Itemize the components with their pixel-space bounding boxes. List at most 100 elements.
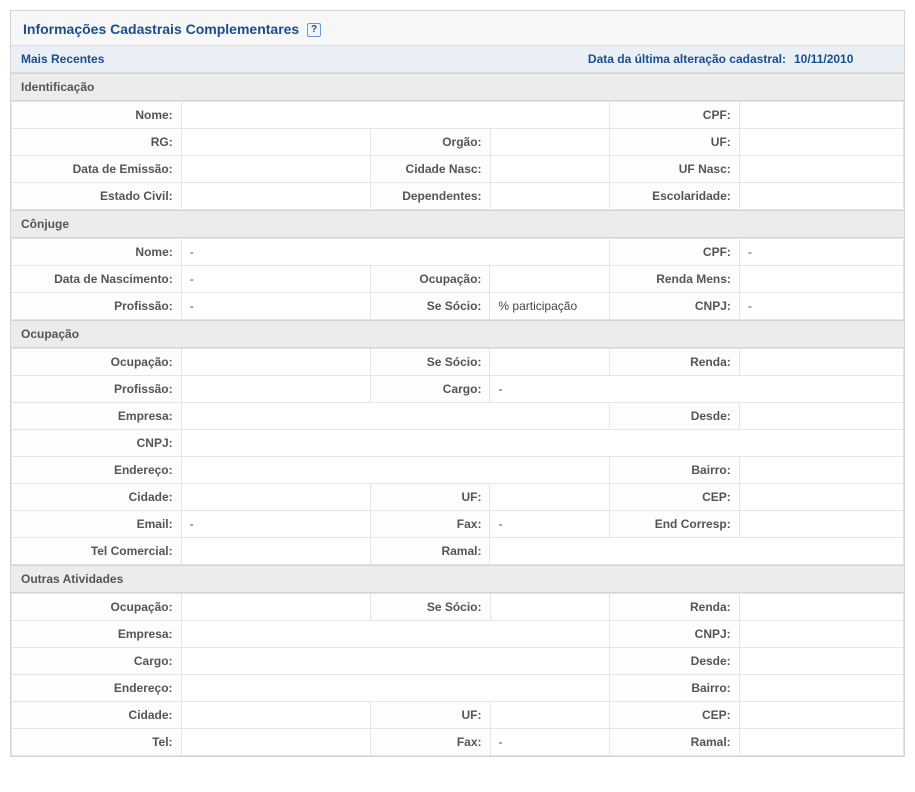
ocup-cep-value (739, 484, 903, 511)
conj-datanasc-value: - (181, 266, 370, 293)
dataemissao-label: Data de Emissão: (12, 156, 182, 183)
nome-value (181, 102, 609, 129)
ocup-telcom-label: Tel Comercial: (12, 538, 182, 565)
conj-profissao-value: - (181, 293, 370, 320)
conj-cpf-value: - (739, 239, 903, 266)
conj-rendamens-label: Renda Mens: (610, 266, 740, 293)
conj-cnpj-value: - (739, 293, 903, 320)
conj-ocupacao-value (490, 266, 610, 293)
ocup-cep-label: CEP: (609, 484, 739, 511)
out-ramal-value (739, 729, 903, 756)
out-empresa-value (181, 621, 609, 648)
orgao-label: Orgão: (370, 129, 490, 156)
out-cep-label: CEP: (610, 702, 740, 729)
out-ocupacao-value (181, 594, 370, 621)
out-tel-value (181, 729, 370, 756)
ocup-empresa-label: Empresa: (12, 403, 182, 430)
conj-cnpj-label: CNPJ: (610, 293, 740, 320)
out-tel-label: Tel: (12, 729, 182, 756)
rg-label: RG: (12, 129, 182, 156)
out-bairro-label: Bairro: (610, 675, 740, 702)
conj-rendamens-value (739, 266, 903, 293)
ocup-profissao-label: Profissão: (12, 376, 182, 403)
ocup-ramal-value (490, 538, 904, 565)
out-ramal-label: Ramal: (610, 729, 740, 756)
out-bairro-value (739, 675, 903, 702)
ocup-profissao-value (181, 376, 370, 403)
identificacao-table: Nome: CPF: RG: Orgão: UF: Data de Emissã… (11, 101, 904, 210)
ocup-ramal-label: Ramal: (370, 538, 490, 565)
ocup-cnpj-value (181, 430, 903, 457)
out-fax-value: - (490, 729, 610, 756)
help-icon[interactable]: ? (307, 23, 321, 37)
out-cnpj-value (739, 621, 903, 648)
ocup-endcorresp-value (739, 511, 903, 538)
conjuge-table: Nome: - CPF: - Data de Nascimento: - Ocu… (11, 238, 904, 320)
out-endereco-value (181, 675, 609, 702)
conj-datanasc-label: Data de Nascimento: (12, 266, 182, 293)
ocup-bairro-label: Bairro: (609, 457, 739, 484)
conj-sesocio-label: Se Sócio: (370, 293, 490, 320)
dependentes-label: Dependentes: (370, 183, 490, 210)
ocup-sesocio-value (490, 349, 609, 376)
ocup-empresa-value (181, 403, 609, 430)
ocup-telcom-value (181, 538, 370, 565)
section-conjuge-header: Cônjuge (11, 210, 904, 238)
ocupacao-table: Ocupação: Se Sócio: Renda: Profissão: Ca… (11, 348, 904, 565)
subheader-right-value: 10/11/2010 (794, 52, 894, 66)
out-desde-value (739, 648, 903, 675)
ocup-renda-value (739, 349, 903, 376)
panel-title-text: Informações Cadastrais Complementares (23, 21, 299, 37)
registration-panel: Informações Cadastrais Complementares ? … (10, 10, 905, 757)
ocup-cnpj-label: CNPJ: (12, 430, 182, 457)
out-cep-value (739, 702, 903, 729)
out-sesocio-label: Se Sócio: (370, 594, 490, 621)
nome-label: Nome: (12, 102, 182, 129)
rg-value (181, 129, 370, 156)
conj-nome-value: - (181, 239, 609, 266)
escolaridade-label: Escolaridade: (609, 183, 739, 210)
ocup-fax-value: - (490, 511, 609, 538)
ocup-desde-value (739, 403, 903, 430)
cpf-value (739, 102, 903, 129)
cpf-label: CPF: (609, 102, 739, 129)
conj-ocupacao-label: Ocupação: (370, 266, 490, 293)
out-empresa-label: Empresa: (12, 621, 182, 648)
ocup-cargo-value: - (490, 376, 904, 403)
out-desde-label: Desde: (610, 648, 740, 675)
orgao-value (490, 129, 609, 156)
conj-sesocio-value: % participação (490, 293, 610, 320)
ocup-email-value: - (181, 511, 370, 538)
conj-cpf-label: CPF: (610, 239, 740, 266)
ocup-desde-label: Desde: (609, 403, 739, 430)
section-outras-header: Outras Atividades (11, 565, 904, 593)
out-cargo-label: Cargo: (12, 648, 182, 675)
subheader-left: Mais Recentes (21, 52, 588, 66)
ufnasc-label: UF Nasc: (609, 156, 739, 183)
section-identificacao-header: Identificação (11, 73, 904, 101)
escolaridade-value (739, 183, 903, 210)
dependentes-value (490, 183, 609, 210)
section-ocupacao-header: Ocupação (11, 320, 904, 348)
out-cnpj-label: CNPJ: (610, 621, 740, 648)
ocup-cidade-label: Cidade: (12, 484, 182, 511)
ocup-endereco-label: Endereço: (12, 457, 182, 484)
out-renda-label: Renda: (610, 594, 740, 621)
uf-label: UF: (609, 129, 739, 156)
ocup-ocupacao-label: Ocupação: (12, 349, 182, 376)
ocup-renda-label: Renda: (609, 349, 739, 376)
ocup-fax-label: Fax: (370, 511, 490, 538)
ocup-cargo-label: Cargo: (370, 376, 490, 403)
uf-value (739, 129, 903, 156)
out-ocupacao-label: Ocupação: (12, 594, 182, 621)
outras-table: Ocupação: Se Sócio: Renda: Empresa: CNPJ… (11, 593, 904, 756)
out-cidade-label: Cidade: (12, 702, 182, 729)
estadocivil-label: Estado Civil: (12, 183, 182, 210)
conj-profissao-label: Profissão: (12, 293, 182, 320)
ocup-uf-value (490, 484, 609, 511)
subheader-right-label: Data da última alteração cadastral: (588, 52, 786, 66)
ocup-cidade-value (181, 484, 370, 511)
ocup-ocupacao-value (181, 349, 370, 376)
out-cidade-value (181, 702, 370, 729)
cidadenasc-label: Cidade Nasc: (370, 156, 490, 183)
